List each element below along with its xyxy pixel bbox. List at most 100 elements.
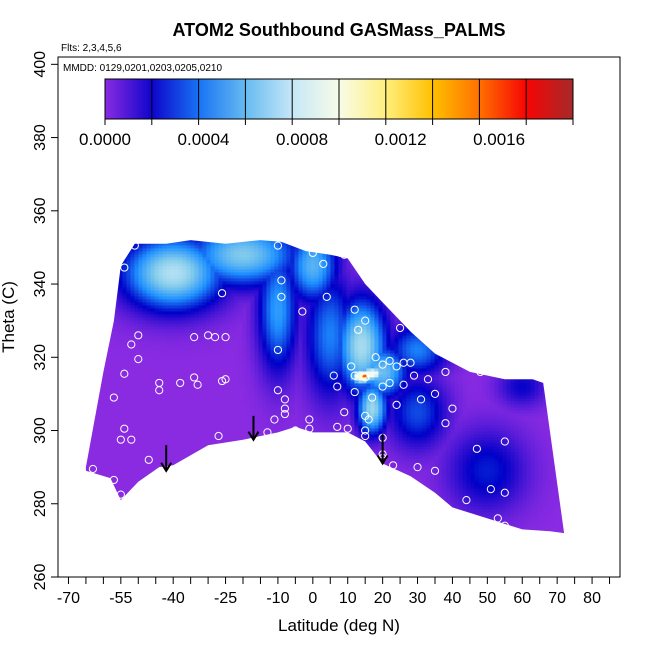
y-tick-label: 400	[32, 51, 49, 78]
observation-point	[221, 333, 230, 342]
observation-point	[500, 488, 509, 497]
heatmap-image	[85, 240, 565, 534]
y-axis: 260 280 300 320 340 360 380 400	[32, 51, 58, 590]
observation-point	[368, 393, 377, 402]
x-tick-label: 70	[548, 590, 566, 607]
observation-point	[280, 409, 289, 419]
arrow-head	[247, 431, 260, 442]
observation-point	[329, 371, 338, 380]
x-tick-label: -10	[266, 590, 289, 607]
observation-point	[120, 369, 129, 378]
observation-point	[392, 400, 401, 409]
colorbar-tick-label: 0.0000	[79, 130, 131, 149]
observation-point	[120, 263, 129, 272]
observation-point	[462, 495, 471, 505]
observation-point	[472, 444, 481, 453]
colorbar-tick-label: 0.0016	[473, 130, 525, 149]
observation-point	[350, 371, 359, 380]
observation-point	[273, 386, 283, 395]
observation-point	[371, 353, 380, 362]
x-axis-label: Latitude (deg N)	[278, 616, 400, 635]
observation-point	[263, 428, 272, 437]
observation-point	[389, 461, 398, 470]
observation-point	[448, 404, 457, 413]
observation-point	[333, 422, 342, 431]
colorbar-segment	[292, 79, 340, 119]
observation-point	[430, 466, 440, 475]
observation-point	[144, 455, 153, 464]
observation-point	[361, 316, 370, 325]
observation-point	[116, 490, 125, 499]
observation-point	[392, 362, 401, 371]
y-tick-label: 320	[32, 344, 49, 371]
observation-point	[305, 415, 314, 424]
colorbar-segment	[245, 79, 293, 119]
x-tick-label: -25	[214, 590, 237, 607]
observation-point	[155, 386, 164, 395]
y-axis-label: Theta (C)	[0, 281, 18, 353]
x-tick-label: 20	[374, 590, 392, 607]
observation-point	[448, 345, 457, 355]
y-tick-label: 280	[32, 490, 49, 517]
observation-point	[385, 378, 394, 388]
observation-point	[210, 446, 220, 455]
observation-point	[504, 525, 513, 534]
arrow-head	[376, 454, 389, 466]
arrow-markers	[160, 415, 389, 473]
observation-point	[280, 404, 289, 413]
observation-point	[476, 367, 485, 377]
observation-point	[280, 395, 289, 404]
x-tick-label: 50	[478, 590, 496, 607]
observation-point	[378, 360, 387, 369]
observation-point	[109, 475, 118, 485]
observation-point	[500, 437, 509, 446]
colorbar-segment	[479, 79, 527, 119]
observation-point	[441, 419, 450, 428]
observation-point	[486, 364, 495, 373]
observation-point	[493, 514, 502, 523]
y-tick-label: 380	[32, 124, 49, 151]
colorbar-tick-label: 0.0012	[375, 130, 427, 149]
observation-point	[305, 424, 314, 433]
observation-point	[134, 355, 143, 364]
observation-point	[413, 463, 422, 472]
observation-point	[273, 345, 283, 355]
dates-note: MMDD: 0129,0201,0203,0205,0210	[63, 63, 222, 74]
observation-point	[385, 356, 394, 366]
observation-point	[193, 380, 202, 389]
colorbar-frame	[104, 78, 574, 120]
x-tick-label: -55	[109, 590, 132, 607]
x-tick-label: 60	[513, 590, 531, 607]
observation-point	[361, 426, 370, 435]
plot-frame	[57, 56, 621, 578]
observation-point	[395, 323, 405, 333]
x-tick-label: 40	[444, 590, 462, 607]
observation-point	[277, 276, 286, 285]
observation-point	[322, 292, 331, 301]
observation-point	[88, 464, 98, 474]
observation-point	[361, 431, 370, 441]
arrow-head	[160, 462, 173, 473]
flights-note: Flts: 2,3,4,5,6	[61, 43, 122, 54]
observation-point	[333, 382, 342, 391]
observation-point	[361, 411, 370, 420]
observation-point	[319, 259, 328, 269]
observation-points	[88, 241, 513, 534]
observation-point	[347, 362, 356, 371]
y-tick-label: 300	[32, 417, 49, 444]
heatmap-layer	[85, 240, 565, 534]
y-tick-label: 260	[32, 564, 49, 591]
chart-title: ATOM2 Southbound GASMass_PALMS	[172, 20, 505, 40]
observation-point	[350, 387, 359, 397]
x-tick-label: 0	[308, 590, 317, 607]
observation-point	[399, 380, 408, 389]
colorbar-tick-label: 0.0008	[276, 130, 328, 149]
observation-point	[134, 331, 143, 340]
observation-point	[273, 241, 283, 250]
colorbar-segment	[339, 79, 387, 119]
x-tick-label: 80	[583, 590, 601, 607]
observation-point	[217, 289, 227, 298]
observation-point	[277, 292, 286, 301]
colorbar-segment	[151, 79, 200, 119]
observation-point	[343, 424, 352, 433]
